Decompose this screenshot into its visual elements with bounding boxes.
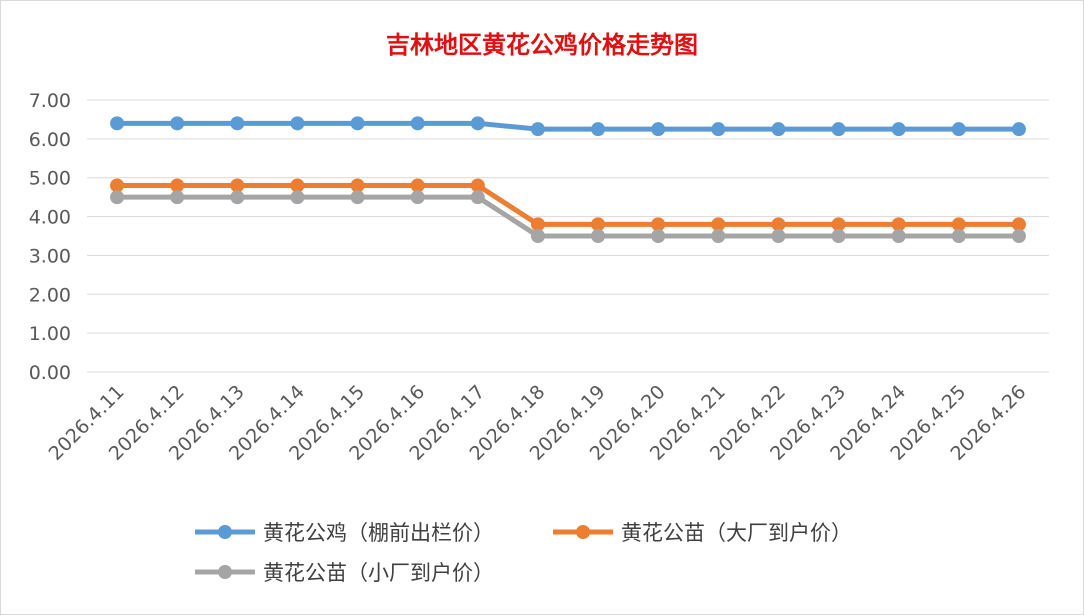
- data-point: [170, 116, 185, 131]
- data-point: [230, 178, 245, 193]
- data-point: [350, 178, 365, 193]
- data-point: [1011, 122, 1026, 137]
- data-point: [891, 217, 906, 232]
- y-tick-label: 4.00: [29, 207, 71, 229]
- data-point: [1011, 229, 1026, 243]
- data-point: [290, 116, 305, 131]
- y-tick-label: 6.00: [29, 129, 71, 151]
- data-point: [711, 217, 726, 232]
- data-point: [651, 122, 666, 137]
- data-point: [470, 116, 485, 131]
- data-point: [711, 229, 726, 243]
- data-point: [771, 122, 786, 137]
- series-3: [110, 190, 1026, 243]
- data-point: [771, 229, 786, 243]
- data-point: [110, 116, 125, 131]
- x-axis-ticks: 2026.4.112026.4.122026.4.132026.4.142026…: [45, 381, 1031, 465]
- data-point: [591, 229, 606, 243]
- legend-label: 黄花公苗（小厂到户价）: [263, 561, 494, 585]
- data-point: [230, 190, 245, 205]
- data-point: [110, 178, 125, 193]
- data-point: [831, 122, 846, 137]
- data-point: [591, 122, 606, 137]
- data-point: [110, 190, 125, 205]
- data-point: [951, 122, 966, 137]
- data-point: [951, 217, 966, 232]
- data-point: [591, 217, 606, 232]
- data-point: [530, 217, 545, 232]
- chart-title: 吉林地区黄花公鸡价格走势图: [386, 30, 698, 59]
- data-point: [891, 229, 906, 243]
- y-tick-label: 1.00: [29, 323, 71, 345]
- y-tick-label: 2.00: [29, 284, 71, 306]
- data-point: [290, 178, 305, 193]
- legend-item: 黄花公苗（小厂到户价）: [195, 561, 494, 585]
- y-tick-label: 5.00: [29, 168, 71, 190]
- data-point: [410, 190, 425, 205]
- data-point: [951, 229, 966, 243]
- data-point: [831, 229, 846, 243]
- data-point: [170, 190, 185, 205]
- legend-swatch-marker: [218, 565, 232, 579]
- series-2: [110, 178, 1026, 232]
- legend-item: 黄花公鸡（棚前出栏价）: [195, 521, 494, 545]
- series-line: [117, 120, 1019, 132]
- y-tick-label: 7.00: [29, 90, 71, 112]
- data-point: [1011, 217, 1026, 232]
- series-line: [117, 182, 1019, 227]
- data-point: [771, 217, 786, 232]
- data-point: [350, 190, 365, 205]
- series-1: [110, 116, 1026, 137]
- data-point: [410, 116, 425, 131]
- y-tick-label: 0.00: [29, 362, 71, 384]
- data-point: [410, 178, 425, 193]
- data-point: [350, 116, 365, 131]
- data-point: [290, 190, 305, 205]
- data-point: [651, 229, 666, 243]
- data-point: [470, 178, 485, 193]
- data-point: [530, 122, 545, 137]
- data-point: [651, 217, 666, 232]
- data-point: [891, 122, 906, 137]
- series-line: [117, 194, 1019, 239]
- legend-label: 黄花公鸡（棚前出栏价）: [263, 521, 494, 545]
- data-point: [470, 190, 485, 205]
- grid-lines: [87, 99, 1049, 373]
- data-point: [530, 229, 545, 243]
- data-point: [170, 178, 185, 193]
- legend: 黄花公鸡（棚前出栏价） 黄花公苗（大厂到户价） 黄花公苗（小厂到户价）: [195, 521, 852, 585]
- legend-item: 黄花公苗（大厂到户价）: [553, 521, 852, 545]
- data-point: [230, 116, 245, 131]
- series-lines: [110, 116, 1026, 243]
- y-axis-ticks: 0.00 1.00 2.00 3.00 4.00 5.00 6.00 7.00: [29, 90, 71, 384]
- legend-label: 黄花公苗（大厂到户价）: [621, 521, 852, 545]
- y-tick-label: 3.00: [29, 245, 71, 267]
- data-point: [711, 122, 726, 137]
- legend-swatch-marker: [576, 525, 590, 539]
- legend-swatch-marker: [218, 525, 232, 539]
- data-point: [831, 217, 846, 232]
